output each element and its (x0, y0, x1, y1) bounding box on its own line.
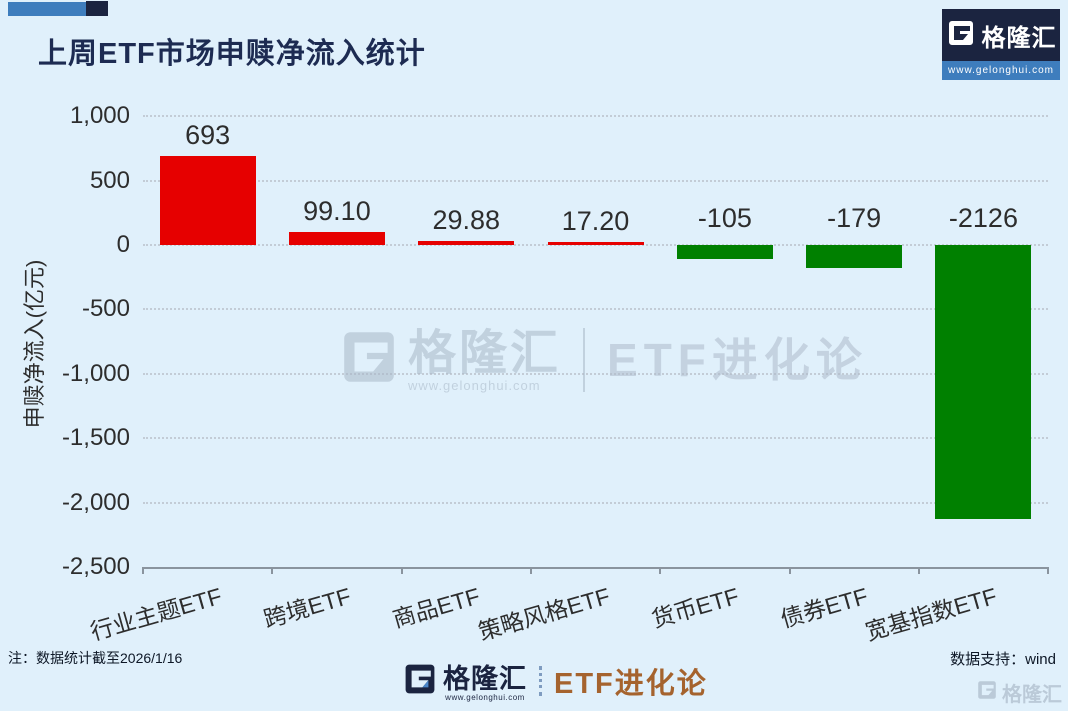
footer-partner-name: ETF进化论 (554, 668, 708, 700)
x-axis-tick (1047, 567, 1050, 574)
brand-name: 格隆汇 (981, 24, 1057, 52)
brand-url: www.gelonghui.com (942, 61, 1060, 80)
watermark-divider (583, 327, 586, 392)
watermark-partner: ETF进化论 (607, 333, 868, 386)
gridline (143, 115, 1048, 118)
footnote: 注：数据统计截至2026/1/16 (8, 650, 183, 666)
y-tick-label: -500 (81, 295, 130, 323)
bar-策略风格ETF (547, 242, 644, 245)
x-axis-tick (917, 567, 920, 574)
y-tick-label: 500 (89, 166, 130, 194)
watermark-url: www.gelonghui.com (408, 378, 541, 393)
footer-brand-url: www.gelonghui.com (445, 692, 525, 702)
bar-宽基指数ETF (935, 245, 1032, 519)
x-axis-tick (788, 567, 791, 574)
y-tick-label: 0 (116, 231, 130, 258)
gridline (143, 179, 1048, 182)
footer-g-icon (402, 661, 438, 702)
gridline (143, 244, 1048, 246)
bar-货币ETF (676, 245, 773, 259)
gridline (143, 372, 1048, 375)
brand-logo-top-right: 格隆汇 www.gelonghui.com (942, 9, 1060, 80)
bar-跨境ETF (288, 232, 385, 245)
bar-value-label: 693 (185, 119, 231, 150)
decor-blue-bar (8, 2, 86, 16)
y-tick-label: -1,500 (61, 424, 130, 452)
bar-债券ETF (806, 245, 903, 269)
corner-watermark-name: 格隆汇 (1002, 684, 1062, 706)
footer-brand-logo: 格隆汇 www.gelonghui.com ETF进化论 (402, 660, 708, 702)
bar-商品ETF (418, 241, 515, 245)
watermark-brand-name: 格隆汇 (408, 327, 562, 380)
watermark-g-icon (338, 326, 400, 393)
bar-value-label: -105 (697, 203, 752, 233)
bar-value-label: 99.10 (303, 196, 371, 227)
bar-行业主题ETF (159, 155, 256, 245)
corner-watermark: 格隆汇 (976, 678, 1062, 707)
y-tick-label: 1,000 (69, 102, 130, 130)
y-axis-title: 申赎净流入(亿元) (22, 259, 47, 429)
page-title: 上周ETF市场申赎净流入统计 (38, 38, 426, 70)
corner-watermark-g-icon (976, 679, 998, 706)
x-axis-tick (142, 567, 144, 574)
center-watermark: 格隆汇 www.gelonghui.com ETF进化论 (338, 326, 868, 393)
x-axis-tick (271, 567, 274, 574)
footer-logo-divider (539, 666, 542, 696)
y-tick-label: -1,000 (61, 359, 130, 387)
gridline (143, 308, 1048, 311)
y-tick-label: -2,500 (61, 553, 130, 580)
footer-brand-name: 格隆汇 (443, 663, 527, 694)
gridline (143, 501, 1048, 504)
x-axis-tick (659, 567, 662, 574)
gridline (143, 437, 1048, 440)
x-axis-line (143, 567, 1048, 569)
data-support-note: 数据支持：wind (950, 651, 1056, 668)
y-tick-label: -2,000 (61, 488, 130, 516)
brand-logo-navy-panel: 格隆汇 (942, 9, 1060, 61)
x-axis-tick (529, 567, 532, 574)
bar-value-label: -179 (827, 203, 882, 233)
bar-value-label: -2126 (948, 203, 1018, 233)
gelonghui-g-icon (946, 18, 976, 53)
bar-value-label: 17.20 (561, 206, 630, 236)
decor-navy-square (86, 1, 108, 16)
x-axis-tick (400, 567, 403, 574)
bar-value-label: 29.88 (432, 205, 501, 236)
